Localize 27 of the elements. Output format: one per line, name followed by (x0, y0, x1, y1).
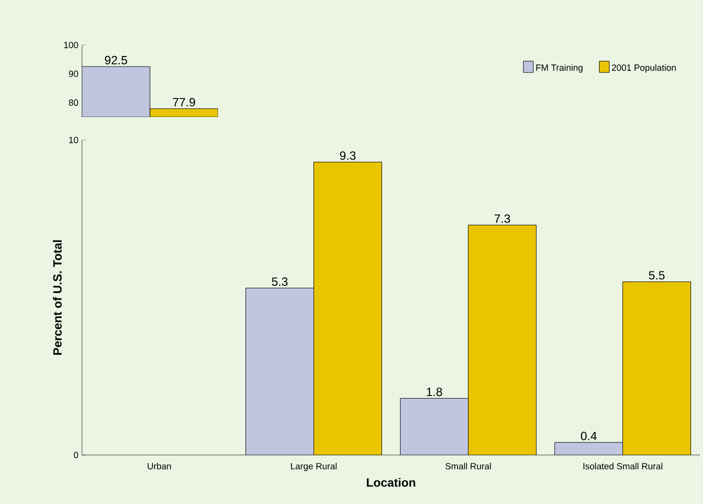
data-label: 1.8 (426, 388, 442, 396)
y-tick-label: 80 (68, 99, 78, 106)
x-axis-title: Location (366, 478, 416, 487)
x-tick-label: Urban (148, 462, 171, 470)
legend-label: FM Training (536, 64, 582, 73)
x-tick-label: Large Rural (291, 462, 337, 472)
bar (314, 162, 382, 455)
bar (400, 398, 468, 455)
x-tick-label: Isolated Small Rural (583, 462, 662, 470)
data-label: 7.3 (494, 214, 510, 223)
bar (468, 225, 536, 455)
data-label: 9.3 (340, 151, 356, 160)
data-label: 0.4 (580, 432, 597, 440)
bar (246, 288, 314, 455)
data-label: 5.3 (272, 277, 288, 286)
y-tick-label: 100 (64, 42, 78, 48)
data-label: 92.5 (104, 56, 128, 64)
y-tick-label: 90 (68, 70, 78, 77)
data-label: 77.9 (172, 98, 196, 106)
y-axis-title: Percent of U.S. Total (52, 240, 62, 355)
y-tick-label: 10 (69, 136, 78, 144)
legend-label: 2001 Population (612, 64, 676, 73)
bar (554, 442, 624, 455)
data-label: 5.5 (648, 271, 665, 280)
bar (622, 282, 692, 455)
y-tick-label: 0 (74, 452, 78, 458)
x-tick-label: Small Rural (445, 462, 491, 470)
